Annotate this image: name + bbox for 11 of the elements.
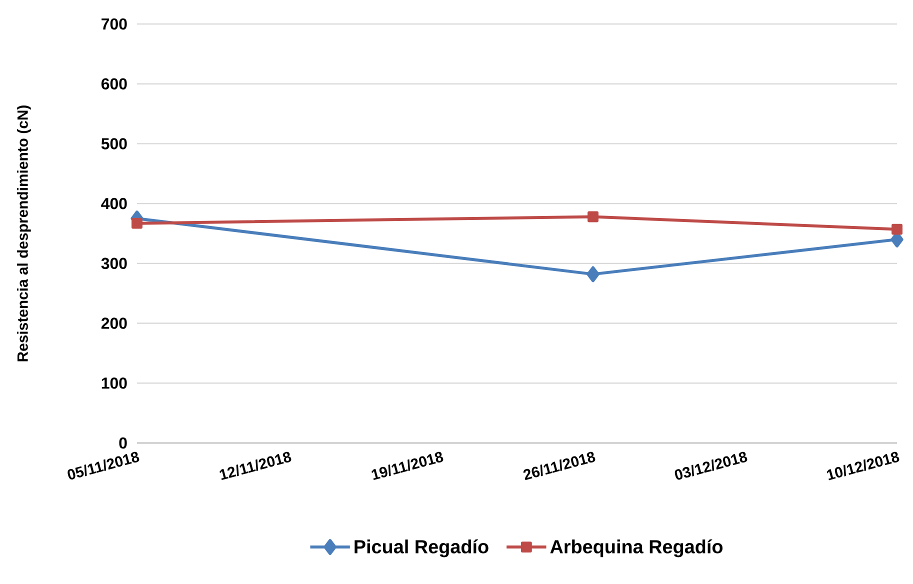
y-tick-label: 200 bbox=[101, 318, 127, 329]
y-tick-label: 100 bbox=[102, 378, 127, 389]
y-tick-label: 500 bbox=[101, 138, 127, 150]
y-tick-label: 400 bbox=[101, 198, 127, 210]
legend-label: Arbequina Regadío bbox=[550, 539, 723, 558]
y-tick-label: 0 bbox=[119, 437, 127, 449]
y-tick-label: 300 bbox=[101, 258, 127, 270]
y-axis-title: Resistencia al desprendimiento (cN) bbox=[16, 106, 31, 362]
y-tick-label: 600 bbox=[101, 78, 127, 90]
legend-label: Picual Regadío bbox=[354, 539, 488, 558]
y-tick-label: 700 bbox=[102, 18, 127, 30]
